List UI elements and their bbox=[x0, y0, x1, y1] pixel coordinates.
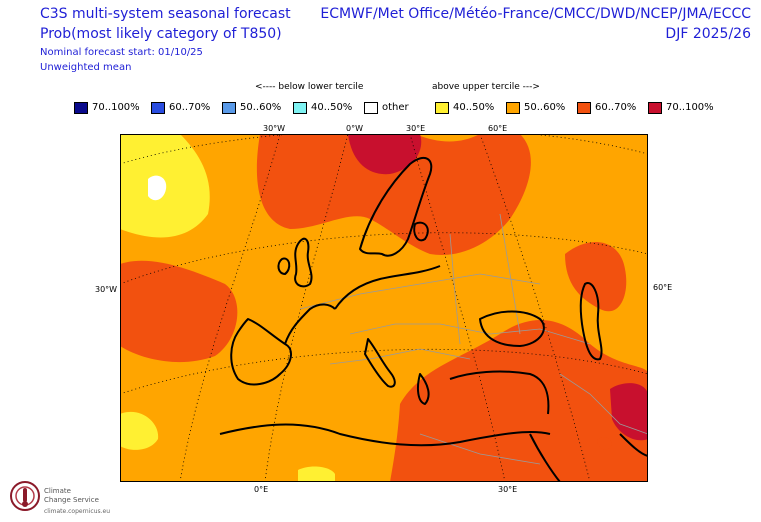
forecast-start: Nominal forecast start: 01/10/25 bbox=[40, 47, 203, 58]
grid-label-right-60e: 60°E bbox=[653, 283, 673, 292]
region-60-70-caspian bbox=[565, 242, 627, 312]
legend-swatch bbox=[435, 102, 449, 114]
probability-map bbox=[120, 134, 648, 482]
region-60-70-arabia bbox=[597, 437, 612, 450]
legend-label: 70..100% bbox=[92, 102, 140, 113]
legend-swatch bbox=[364, 102, 378, 114]
legend-swatch bbox=[293, 102, 307, 114]
grid-label-top-30w: 30°W bbox=[263, 124, 286, 133]
season-title: DJF 2025/26 bbox=[665, 26, 751, 42]
region-60-70-atlantic bbox=[120, 260, 238, 363]
grid-label-bottom-30e: 30°E bbox=[498, 485, 518, 494]
legend-swatch bbox=[648, 102, 662, 114]
title-line-2: Prob(most likely category of T850) bbox=[40, 26, 282, 42]
legend-swatch bbox=[222, 102, 236, 114]
legend-swatch bbox=[577, 102, 591, 114]
country-borders bbox=[299, 213, 648, 465]
legend-label: 60..70% bbox=[169, 102, 211, 113]
region-70-100-north bbox=[348, 134, 422, 175]
grid-label-top-0: 0°W bbox=[346, 124, 363, 133]
weighting-note: Unweighted mean bbox=[40, 62, 132, 73]
region-60-70-north bbox=[256, 134, 531, 255]
title-line-1: C3S multi-system seasonal forecast bbox=[40, 6, 291, 22]
logo-url: climate.copernicus.eu bbox=[44, 508, 111, 515]
legend-label: other bbox=[382, 102, 409, 113]
legend-label: 70..100% bbox=[666, 102, 714, 113]
copernicus-logo-icon bbox=[10, 481, 40, 511]
logo-text-service: Change Service bbox=[44, 496, 99, 504]
legend-above-label: above upper tercile ---> bbox=[432, 82, 540, 92]
map-frame bbox=[120, 134, 648, 482]
grid-label-bottom-0e: 0°E bbox=[254, 485, 269, 494]
legend-swatch bbox=[506, 102, 520, 114]
legend-label: 40..50% bbox=[311, 102, 353, 113]
region-40-50-southwest bbox=[120, 411, 159, 450]
legend-swatch bbox=[151, 102, 165, 114]
logo-text-climate: Climate bbox=[44, 487, 71, 495]
grid-label-top-60e: 60°E bbox=[488, 124, 508, 133]
grid-label-left-30w: 30°W bbox=[95, 285, 118, 294]
legend-label: 40..50% bbox=[453, 102, 495, 113]
legend-label: 50..60% bbox=[240, 102, 282, 113]
legend-label: 50..60% bbox=[524, 102, 566, 113]
region-other-atlantic bbox=[148, 175, 167, 201]
legend-below-label: <---- below lower tercile bbox=[255, 82, 364, 92]
legend-label: 60..70% bbox=[595, 102, 637, 113]
legend-swatch bbox=[74, 102, 88, 114]
region-40-50-south bbox=[298, 466, 335, 482]
centres-title: ECMWF/Met Office/Météo-France/CMCC/DWD/N… bbox=[320, 6, 751, 22]
coastlines bbox=[219, 156, 648, 482]
region-70-100-middle-east bbox=[610, 383, 648, 441]
grid-label-top-30e: 30°E bbox=[406, 124, 426, 133]
